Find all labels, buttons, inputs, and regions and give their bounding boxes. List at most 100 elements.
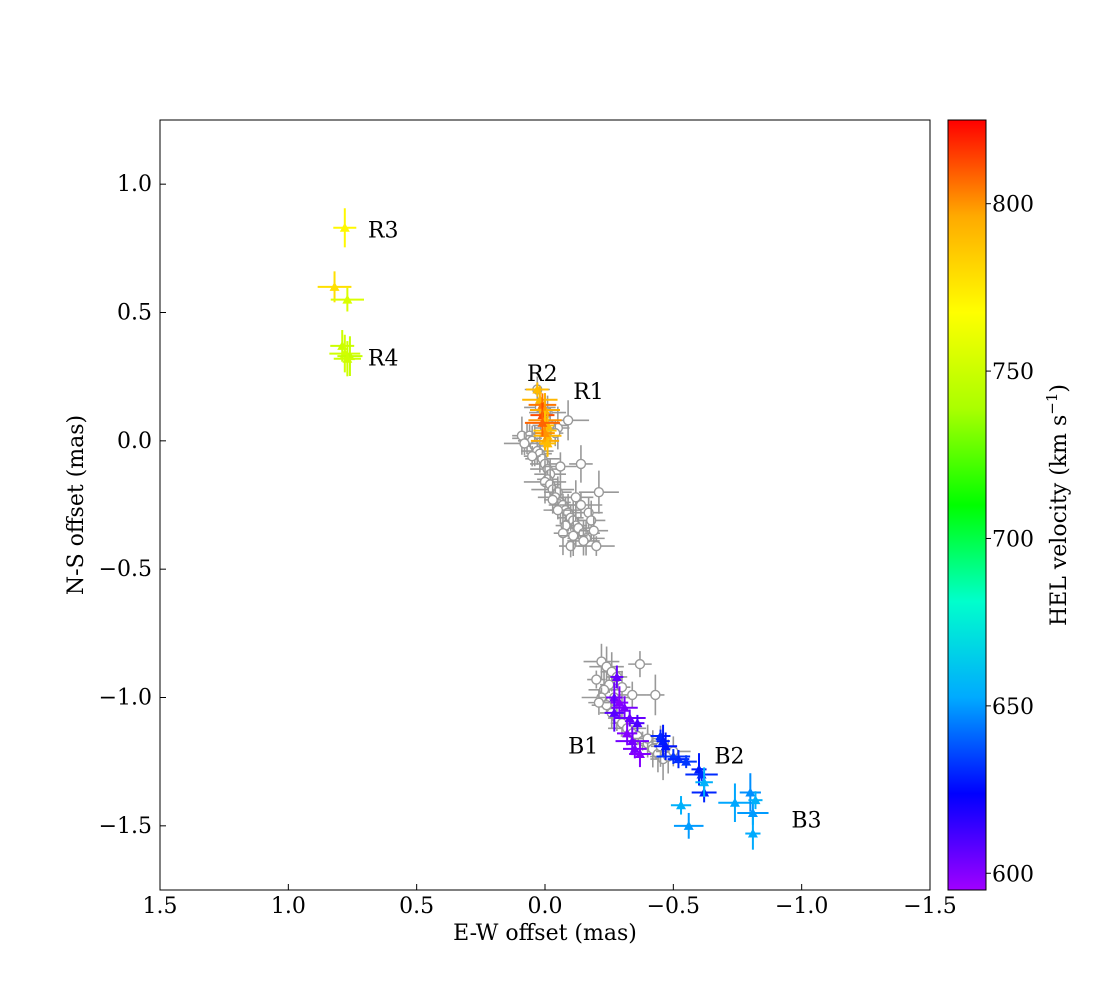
grey-point [588, 690, 610, 715]
velocity-point [670, 796, 692, 815]
grey-point-marker [650, 689, 661, 701]
colorbar-tick-label: 700 [992, 527, 1034, 552]
grey-point [558, 480, 594, 515]
colorbar: 600 650 700 750 800 [947, 119, 1034, 891]
velocity-point [654, 732, 678, 761]
grey-point [544, 452, 577, 481]
grey-point-marker [591, 540, 602, 552]
velocity-point [604, 694, 624, 732]
velocity-point [610, 665, 624, 689]
y-tick-label: 0.5 [117, 301, 152, 326]
velocity-point-marker [634, 748, 645, 758]
grey-point [523, 446, 541, 467]
colorbar-label: HEL velocity (km s−1) [1043, 384, 1072, 626]
grey-point [618, 681, 647, 709]
x-tick-label: 0.5 [399, 894, 434, 919]
velocity-point-marker [750, 795, 761, 805]
grey-point-marker [591, 674, 602, 685]
x-tick-label: −0.5 [647, 894, 700, 919]
velocity-point [630, 714, 645, 732]
annotation-label: B3 [791, 809, 821, 834]
velocity-point [695, 767, 713, 797]
velocity-point [317, 271, 352, 303]
colorbar-tick-label: 750 [992, 360, 1034, 385]
grey-point-marker [562, 415, 574, 426]
velocity-point-marker [683, 820, 694, 830]
y-tick-label: −1.0 [99, 686, 152, 711]
grey-point-marker [555, 461, 566, 472]
x-tick-label: 1.0 [271, 894, 306, 919]
velocity-point [629, 740, 651, 768]
x-tick-label: 1.5 [143, 894, 178, 919]
velocity-point-marker [609, 707, 620, 717]
y-tick-label: 0.0 [117, 429, 152, 454]
velocity-point [329, 334, 361, 373]
grey-point-marker [627, 689, 638, 701]
velocity-point-marker [622, 728, 633, 738]
colorbar-tick-label: 600 [992, 862, 1034, 887]
velocity-point-marker [624, 713, 635, 723]
velocity-point-marker [342, 294, 353, 304]
y-axis: 1.0 0.5 0.0 −0.5 −1.0 −1.5 [99, 172, 166, 839]
velocity-point-marker [699, 777, 710, 787]
grey-point-marker [552, 504, 564, 516]
velocity-point-marker [745, 787, 756, 797]
colorbar-label-main: HEL velocity (km s [1047, 415, 1072, 626]
velocity-point-marker [611, 671, 622, 681]
velocity-point-marker [681, 756, 692, 766]
velocity-point-marker [537, 417, 548, 427]
velocity-point-marker [542, 438, 553, 448]
velocity-point [333, 341, 361, 377]
annotation-label: R3 [368, 218, 399, 243]
annotation-label: B1 [568, 734, 598, 759]
x-tick-label: −1.0 [775, 894, 828, 919]
x-tick-label: 0.0 [528, 894, 563, 919]
grey-point [578, 470, 619, 514]
grey-point [646, 674, 665, 716]
y-axis-label: N-S offset (mas) [64, 415, 89, 595]
x-axis: 1.5 1.0 0.5 0.0 −0.5 −1.0 −1.5 [143, 884, 957, 919]
colorbar-label-sup: −1 [1043, 393, 1061, 415]
grey-point [559, 492, 603, 518]
annotations: R3 R4 R2 R1 B1 B2 B3 [368, 218, 822, 833]
grey-point-marker [568, 530, 579, 541]
grey-point-marker [588, 525, 599, 536]
plot-frame [159, 119, 931, 891]
annotation-label: R4 [368, 347, 399, 372]
velocity-point-marker [747, 828, 758, 838]
x-tick-label: −1.5 [903, 894, 956, 919]
velocity-point [337, 336, 363, 376]
plot-content [317, 208, 769, 850]
y-tick-label: 1.0 [117, 172, 152, 197]
colorbar-gradient [947, 119, 987, 891]
velocity-point [330, 287, 364, 312]
velocity-point-marker [339, 222, 350, 232]
velocity-point [333, 208, 357, 248]
colorbar-label-close: ) [1047, 384, 1072, 393]
grey-point-marker [575, 499, 587, 511]
grey-point-marker [634, 658, 646, 670]
grey-point [567, 526, 600, 556]
velocity-point [685, 768, 718, 781]
grey-point [587, 670, 606, 689]
velocity-point-marker [632, 718, 643, 728]
grey-point [543, 500, 573, 520]
annotation-label: R2 [527, 362, 558, 387]
grey-point-marker [526, 451, 538, 462]
velocity-point-marker [747, 808, 758, 817]
velocity-point-marker [342, 353, 353, 363]
velocity-point [739, 773, 761, 812]
velocity-point [673, 812, 704, 839]
grey-point-marker [593, 697, 605, 708]
y-tick-label: −0.5 [99, 557, 152, 582]
grey-point-marker [547, 494, 558, 506]
grey-point-marker [578, 535, 589, 547]
annotation-label: R1 [573, 380, 604, 405]
velocity-point [613, 709, 646, 727]
velocity-point-marker [614, 697, 625, 707]
grey-point [547, 400, 590, 441]
velocity-point [623, 739, 647, 759]
y-tick-label: −1.5 [99, 814, 152, 839]
velocity-point [611, 696, 638, 720]
colorbar-tick-label: 650 [992, 695, 1034, 720]
